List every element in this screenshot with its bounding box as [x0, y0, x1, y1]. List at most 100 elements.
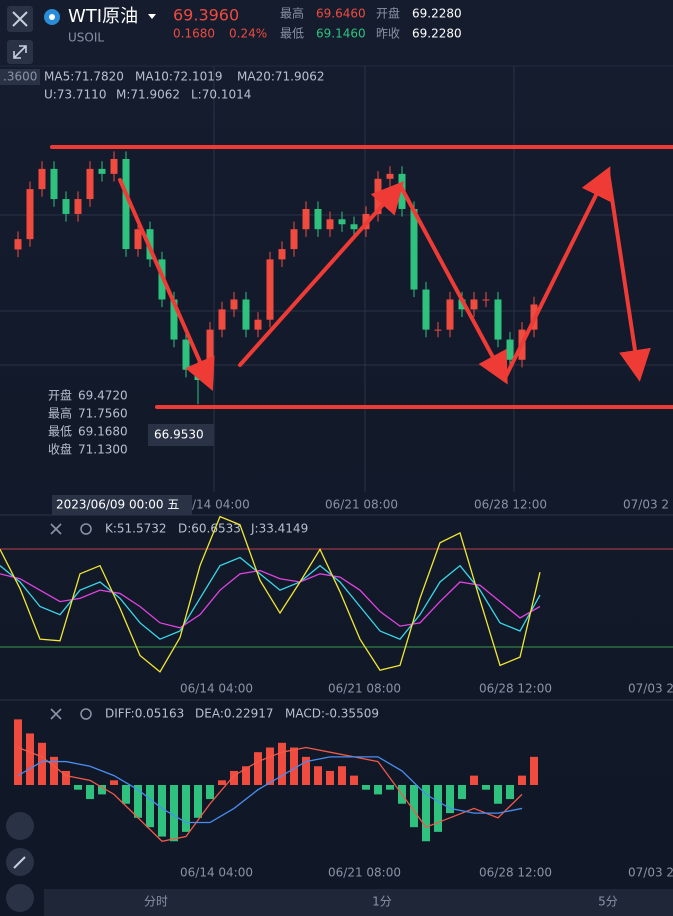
kdj-legend: D:60.6533: [178, 522, 241, 536]
candle-body: [14, 239, 22, 250]
tab[interactable]: 1分: [372, 895, 392, 909]
candle-body: [50, 168, 58, 200]
x-label: 06/21 08:00: [325, 498, 398, 512]
ma5-legend: MA5:71.7820: [44, 70, 124, 84]
tab-bar: [44, 889, 673, 916]
macd-bar: [494, 785, 502, 804]
candle-body: [182, 339, 190, 370]
axis-tag-box: [0, 69, 40, 85]
candle-body: [254, 319, 262, 330]
prev-close-label: 昨收: [376, 27, 400, 41]
dropdown-arrow[interactable]: [148, 14, 156, 19]
kdj-line: [0, 556, 541, 640]
macd-bar: [278, 742, 286, 785]
low-marker-box: [148, 424, 214, 446]
prev-close-value: 69.2280: [412, 27, 462, 41]
trend-arrows: [118, 166, 651, 391]
price-change-pct: 0.24%: [229, 27, 267, 41]
cursor-time-box: [52, 495, 192, 515]
candle-body: [458, 299, 466, 310]
macd-bar: [266, 747, 274, 785]
macd-bar: [74, 785, 82, 790]
macd-chart: DIFF:0.05163 DEA:0.22917 MACD:-0.35509: [14, 707, 538, 842]
boll-lower-legend: L:70.1014: [191, 88, 251, 102]
expand-icon: [13, 45, 27, 59]
low-label: 最低: [280, 27, 304, 41]
candle-body: [290, 229, 298, 250]
macd-bar: [86, 785, 94, 800]
low-value: 69.1460: [316, 27, 366, 41]
macd-bar: [254, 752, 262, 785]
kdj-legend: K:51.5732: [105, 522, 167, 536]
candle-body: [98, 168, 106, 174]
macd-bar: [158, 785, 166, 837]
macd-bar: [110, 780, 118, 785]
boll-mid-legend: M:71.9062: [116, 88, 180, 102]
symbol-name[interactable]: WTI原油: [68, 6, 138, 27]
last-price: 69.3960: [173, 6, 239, 25]
macd-bar: [482, 785, 490, 790]
tooltip-label: 最低: [48, 425, 72, 439]
tooltip-value: 69.4720: [78, 389, 128, 403]
macd-bar: [422, 785, 430, 842]
macd-bar: [170, 785, 178, 842]
candle-body: [122, 158, 130, 250]
macd-bar: [374, 785, 382, 795]
candle-body: [482, 299, 490, 301]
candle-body: [434, 329, 442, 331]
tooltip-value: 71.7560: [78, 407, 128, 421]
candle-body: [302, 208, 310, 230]
candle-body: [422, 289, 430, 330]
close-indicator[interactable]: [50, 708, 62, 720]
x-label: 06/21 08:00: [328, 866, 401, 880]
cursor-time: 2023/06/09 00:00 五: [56, 498, 179, 512]
candle-body: [194, 369, 202, 381]
candle-body: [506, 339, 514, 360]
symbol-code: USOIL: [68, 31, 104, 45]
macd-bar: [230, 770, 238, 785]
macd-dea-line: [17, 756, 523, 824]
candle-body: [242, 299, 250, 330]
macd-bar: [218, 780, 226, 785]
macd-bar: [530, 756, 538, 785]
kdj-line: [0, 515, 541, 673]
candle-body: [446, 299, 454, 330]
candle-body: [38, 168, 46, 190]
kdj-line: [0, 569, 541, 629]
tab[interactable]: 分时: [144, 895, 168, 909]
macd-bar: [458, 785, 466, 800]
candle-body: [218, 309, 226, 330]
candle-body: [26, 189, 34, 240]
tooltip-label: 最高: [48, 406, 72, 421]
kdj-chart: K:51.5732 D:60.6533 J:33.4149: [0, 515, 541, 673]
close-indicator[interactable]: [50, 523, 62, 535]
candle-body: [326, 219, 334, 230]
macd-bar: [122, 785, 130, 804]
candle-body: [386, 173, 394, 179]
macd-bar: [146, 785, 154, 828]
indicator-button[interactable]: [6, 812, 34, 840]
candle-body: [86, 168, 94, 200]
settings-indicator[interactable]: [80, 523, 92, 535]
x-label: 06/28 12:00: [479, 682, 552, 696]
macd-bar: [314, 766, 322, 785]
tooltip-label: 开盘: [48, 388, 72, 403]
x-label: 06/28 12:00: [479, 866, 552, 880]
chart-type-button[interactable]: [6, 884, 34, 912]
macd-bar: [182, 785, 190, 832]
settings-indicator[interactable]: [80, 708, 92, 720]
macd-bar: [50, 756, 58, 785]
x-label: /14 04:00: [192, 498, 250, 512]
ma20-legend: MA20:71.9062: [237, 70, 325, 84]
macd-bar: [326, 770, 334, 785]
high-value: 69.6460: [316, 7, 366, 21]
x-label: 07/03 2: [628, 682, 673, 696]
main-grid: [0, 66, 673, 492]
macd-bar: [194, 785, 202, 818]
macd-bar: [98, 785, 106, 795]
macd-legend: DEA:0.22917: [195, 707, 274, 721]
tab[interactable]: 5分: [598, 895, 618, 909]
macd-bar: [446, 785, 454, 814]
